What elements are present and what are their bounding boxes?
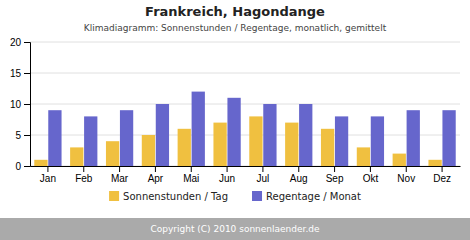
x-tick-label: Sep xyxy=(326,173,344,184)
title: Frankreich, Hagondange xyxy=(145,4,325,19)
x-tick-label: Feb xyxy=(75,173,93,184)
bar xyxy=(285,123,298,166)
bar xyxy=(263,104,276,166)
grid-line xyxy=(30,42,460,43)
bar xyxy=(156,104,169,166)
grid-line xyxy=(30,104,460,105)
bar xyxy=(227,98,240,166)
x-tick: Mai xyxy=(183,166,199,184)
bar xyxy=(84,116,97,166)
bar xyxy=(407,110,420,166)
x-tick-mark xyxy=(406,166,407,172)
y-tick-label: 20 xyxy=(10,37,22,48)
bar xyxy=(106,141,119,166)
bar xyxy=(70,147,83,166)
x-tick: Sep xyxy=(326,166,344,184)
x-tick-mark xyxy=(155,166,156,172)
y-tick: 10 xyxy=(10,99,30,110)
y-axis: 0 5 10 15 20 xyxy=(10,37,31,172)
bar xyxy=(442,110,455,166)
bar xyxy=(48,110,61,166)
y-tick-mark xyxy=(24,42,30,43)
bar xyxy=(335,116,348,166)
legend-swatch xyxy=(252,191,262,201)
bar xyxy=(34,160,47,166)
x-tick: Mar xyxy=(111,166,129,184)
x-tick-mark xyxy=(47,166,48,172)
bar xyxy=(299,104,312,166)
y-tick-label: 10 xyxy=(10,99,22,110)
x-tick-mark xyxy=(334,166,335,172)
bar-series xyxy=(48,92,455,166)
footer: Copyright (C) 2010 sonnenlaender.de xyxy=(150,224,320,234)
y-axis-line xyxy=(24,43,31,167)
bar xyxy=(120,110,133,166)
y-tick-mark xyxy=(24,104,30,105)
y-tick-label: 5 xyxy=(15,130,21,141)
bar xyxy=(428,160,441,166)
bar xyxy=(357,147,370,166)
legend-item: Regentage / Monat xyxy=(252,191,361,202)
subtitle: Klimadiagramm: Sonnenstunden / Regentage… xyxy=(84,23,387,33)
y-tick-label: 15 xyxy=(10,68,22,79)
x-tick-label: Dez xyxy=(433,173,451,184)
y-tick: 20 xyxy=(10,37,30,48)
x-tick-label: Mar xyxy=(111,173,129,184)
grid xyxy=(30,42,460,166)
x-tick: Jun xyxy=(219,166,235,184)
x-tick: Dez xyxy=(433,166,451,184)
bar xyxy=(371,116,384,166)
x-axis-line xyxy=(31,166,461,167)
y-tick-mark xyxy=(24,166,30,167)
x-tick: Aug xyxy=(290,166,308,184)
bar xyxy=(393,154,406,166)
x-tick-label: Okt xyxy=(363,173,379,184)
legend-item: Sonnenstunden / Tag xyxy=(109,191,228,202)
x-tick-mark xyxy=(298,166,299,172)
legend: Sonnenstunden / Tag Regentage / Monat xyxy=(109,191,361,202)
x-tick-mark xyxy=(83,166,84,172)
y-tick-mark xyxy=(24,135,30,136)
x-tick: Okt xyxy=(363,166,379,184)
x-tick-label: Jan xyxy=(40,173,56,184)
x-tick: Jan xyxy=(40,166,56,184)
x-tick-mark xyxy=(119,166,120,172)
x-tick-label: Aug xyxy=(290,173,308,184)
bar xyxy=(249,116,262,166)
bar xyxy=(178,129,191,166)
chart: Frankreich, Hagondange Klimadiagramm: Son… xyxy=(0,0,470,240)
x-axis: Jan Feb Mar Apr Mai Jun Jul Aug Sep Okt Nov Dez xyxy=(31,166,461,184)
legend-swatch xyxy=(109,191,119,201)
grid-line xyxy=(30,73,460,74)
x-tick: Apr xyxy=(148,166,164,184)
footer-band xyxy=(0,218,470,240)
x-tick: Jul xyxy=(257,166,270,184)
x-tick: Feb xyxy=(75,166,93,184)
bar xyxy=(321,129,334,166)
x-tick-mark xyxy=(370,166,371,172)
x-tick-mark xyxy=(227,166,228,172)
x-tick-label: Jul xyxy=(257,173,270,184)
x-tick-mark xyxy=(262,166,263,172)
x-tick-label: Jun xyxy=(219,173,235,184)
bar xyxy=(213,123,226,166)
x-tick: Nov xyxy=(397,166,415,184)
x-tick-label: Mai xyxy=(183,173,199,184)
legend-label: Regentage / Monat xyxy=(266,191,361,202)
bar xyxy=(142,135,155,166)
bars xyxy=(34,92,455,166)
x-tick-label: Nov xyxy=(397,173,415,184)
x-tick-label: Apr xyxy=(148,173,164,184)
y-tick: 0 xyxy=(15,161,30,172)
y-tick-mark xyxy=(24,73,30,74)
legend-label: Sonnenstunden / Tag xyxy=(123,191,228,202)
x-tick-mark xyxy=(442,166,443,172)
y-tick: 15 xyxy=(10,68,30,79)
y-tick: 5 xyxy=(15,130,30,141)
x-tick-mark xyxy=(191,166,192,172)
y-tick-label: 0 xyxy=(15,161,21,172)
bar xyxy=(192,92,205,166)
